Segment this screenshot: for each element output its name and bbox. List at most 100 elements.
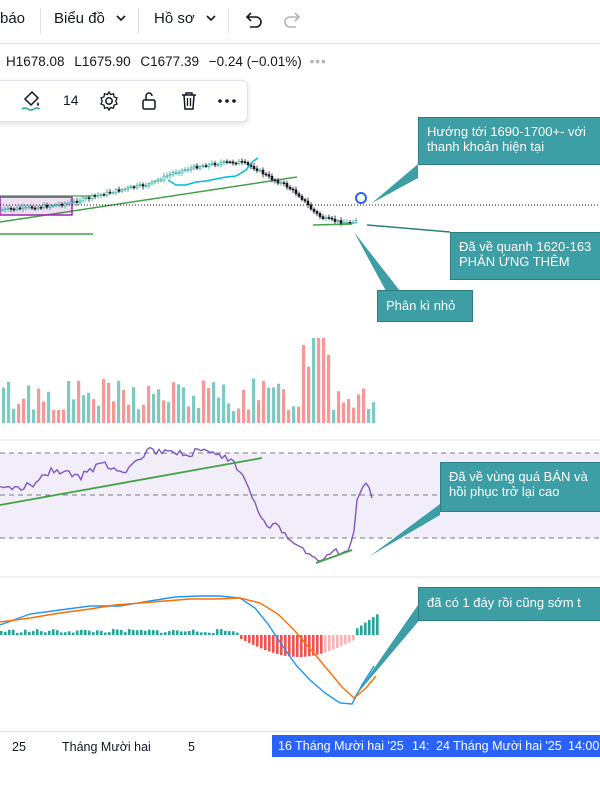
macd-histogram-bar <box>68 631 71 635</box>
volume-bar <box>142 404 146 423</box>
candle-body <box>336 220 340 222</box>
macd-histogram-bar <box>44 632 47 635</box>
volume-bar <box>32 409 36 423</box>
volume-bar <box>217 397 221 423</box>
volume-bar <box>207 388 211 423</box>
macd-histogram-bar <box>56 630 59 635</box>
macd-histogram-bar <box>96 630 99 635</box>
macd-histogram-bar <box>284 635 287 656</box>
gear-icon[interactable] <box>97 89 121 113</box>
macd-histogram-bar <box>252 635 255 645</box>
chart-menu-button[interactable]: Biểu đồ <box>54 10 127 27</box>
macd-histogram-bar <box>320 635 323 654</box>
macd-histogram-bar <box>356 628 359 635</box>
macd-histogram-bar <box>28 631 31 635</box>
volume-bar <box>62 409 66 423</box>
candle-body <box>42 204 46 208</box>
macd-histogram-bar <box>264 635 267 650</box>
callout-support[interactable]: Đã về quanh 1620-163 PHẢN ỨNG THÊM <box>450 232 600 280</box>
callout-bottom[interactable]: đã có 1 đáy rồi cũng sớm t <box>418 587 600 621</box>
callout-divergence[interactable]: Phân kì nhỏ <box>377 290 473 322</box>
high-value: H1678.08 <box>6 54 65 69</box>
macd-histogram-bar <box>24 629 27 635</box>
macd-histogram-bar <box>344 635 347 645</box>
candle-body <box>216 163 220 166</box>
volume-bar <box>337 391 341 423</box>
candle-body <box>330 217 334 220</box>
paint-bucket-icon[interactable] <box>19 89 43 113</box>
chevron-down-icon <box>116 15 126 22</box>
macd-histogram-bar <box>240 635 243 639</box>
candle-body <box>123 188 127 191</box>
candle-body <box>309 204 313 210</box>
volume-bar <box>77 380 81 423</box>
drawing-toolbar: 14 <box>0 80 248 122</box>
macd-histogram-bar <box>108 632 111 635</box>
volume-bar <box>267 387 271 423</box>
volume-bar <box>137 409 141 423</box>
volume-bar <box>157 389 161 423</box>
undo-icon[interactable] <box>240 8 266 34</box>
alert-button[interactable]: báo <box>0 10 26 27</box>
candle-body <box>195 165 199 169</box>
candle-body <box>264 173 268 176</box>
callout-target[interactable]: Hướng tới 1690-1700+- với thanh khoản hi… <box>418 117 600 165</box>
candle-body <box>186 169 190 171</box>
candle-body <box>27 206 31 209</box>
macd-histogram-bar <box>300 635 303 657</box>
candle-body <box>210 163 214 165</box>
chart-canvas[interactable] <box>0 0 600 731</box>
line-width-value[interactable]: 14 <box>63 92 79 108</box>
volume-bar <box>352 407 356 423</box>
macd-histogram-bar <box>40 631 43 635</box>
candle-body <box>84 197 88 199</box>
candle-body <box>144 185 148 187</box>
consolidation-box <box>0 196 73 216</box>
macd-histogram-bar <box>12 629 15 635</box>
volume-bar <box>197 407 201 423</box>
candle-body <box>147 183 151 186</box>
lock-icon[interactable] <box>137 89 161 113</box>
macd-histogram-bar <box>60 632 63 635</box>
candle-body <box>81 197 85 202</box>
close-value: C1677.39 <box>140 54 199 69</box>
macd-histogram-bar <box>228 631 231 635</box>
candle-body <box>234 162 238 165</box>
macd-histogram-bar <box>316 635 319 655</box>
chevron-down-icon <box>206 15 216 22</box>
volume-bar <box>297 406 301 423</box>
volume-bar <box>272 387 276 423</box>
callout-oversold[interactable]: Đã về vùng quá BÁN và hồi phục trở lại c… <box>440 462 600 512</box>
trash-icon[interactable] <box>177 89 201 113</box>
candle-body <box>99 194 103 196</box>
time-label-end-time: 14:00 <box>568 739 600 753</box>
candle-body <box>201 165 205 167</box>
redo-icon[interactable] <box>280 8 306 34</box>
time-axis[interactable]: 25 Tháng Mười hai 5 16 Tháng Mười hai '2… <box>0 731 600 762</box>
more-icon[interactable] <box>215 89 239 113</box>
candle-body <box>189 167 193 170</box>
legend-more-icon[interactable]: ••• <box>309 54 327 69</box>
profile-menu-button[interactable]: Hồ sơ <box>154 10 217 27</box>
candle-body <box>159 179 163 182</box>
candle-body <box>237 160 241 164</box>
volume-bar <box>177 384 181 423</box>
macd-histogram-bar <box>236 632 239 635</box>
volume-bar <box>232 411 236 423</box>
candle-body <box>348 221 352 224</box>
macd-histogram-bar <box>172 629 175 635</box>
volume-bar <box>362 388 366 423</box>
candle-body <box>156 179 160 182</box>
candle-body <box>0 209 4 212</box>
volume-bar <box>187 406 191 423</box>
candle-body <box>204 165 208 167</box>
candle-body <box>114 189 118 193</box>
candle-body <box>198 166 202 169</box>
macd-histogram-bar <box>128 629 131 635</box>
macd-histogram-bar <box>52 629 55 635</box>
macd-histogram-bar <box>368 619 371 635</box>
macd-histogram-bar <box>92 632 95 635</box>
macd-histogram-bar <box>100 630 103 635</box>
candle-body <box>327 217 331 219</box>
volume-bar <box>82 395 86 423</box>
